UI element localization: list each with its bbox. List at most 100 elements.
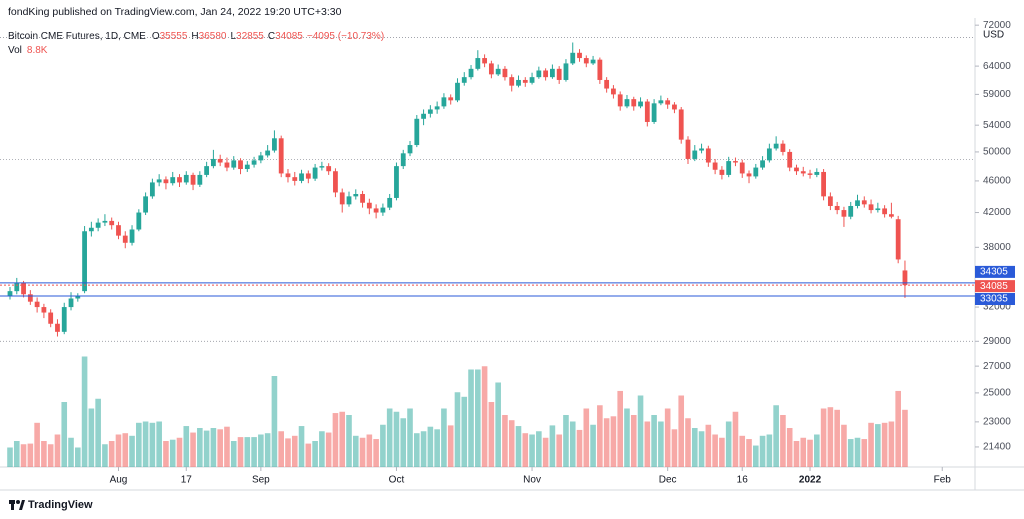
y-tick-label: 59000 bbox=[983, 89, 1011, 100]
candle-body bbox=[177, 177, 182, 183]
volume-bar bbox=[20, 444, 27, 467]
volume-bar bbox=[827, 407, 834, 467]
volume-bar bbox=[13, 441, 20, 467]
volume-bar bbox=[691, 428, 698, 467]
candle-body bbox=[861, 200, 867, 205]
y-tick-label: 42000 bbox=[983, 207, 1011, 218]
candle-body bbox=[868, 204, 874, 211]
y-tick-label: 54000 bbox=[983, 120, 1011, 131]
candle-body bbox=[116, 225, 121, 236]
candle-body bbox=[312, 167, 318, 179]
volume-bar bbox=[868, 422, 874, 467]
candle-body bbox=[516, 79, 521, 86]
volume-bar bbox=[508, 420, 515, 467]
candle-body bbox=[353, 194, 359, 197]
candle-body bbox=[380, 207, 386, 213]
volume-bar bbox=[603, 418, 610, 467]
candle-body bbox=[543, 70, 549, 78]
candle-body bbox=[550, 68, 555, 78]
legend-low: 32855 bbox=[236, 31, 264, 42]
y-tick-label: 25000 bbox=[983, 388, 1011, 399]
volume-title: Vol bbox=[8, 45, 22, 56]
candle-body bbox=[407, 145, 413, 154]
candle-body bbox=[848, 205, 854, 217]
volume-bar bbox=[895, 390, 901, 467]
y-tick-label: 64000 bbox=[983, 61, 1011, 72]
volume-bar bbox=[420, 431, 427, 467]
volume-bar bbox=[536, 431, 542, 467]
candle-body bbox=[183, 174, 189, 183]
candle-body bbox=[502, 68, 508, 78]
volume-bar bbox=[217, 429, 223, 467]
candle-body bbox=[244, 164, 250, 170]
candle-body bbox=[563, 63, 569, 80]
candle-body bbox=[719, 169, 725, 175]
x-tick-label: Aug bbox=[110, 475, 128, 486]
candle-body bbox=[400, 153, 406, 167]
candle-body bbox=[102, 220, 108, 223]
logo-part bbox=[16, 500, 20, 504]
volume-bar bbox=[414, 433, 420, 467]
candle-body bbox=[705, 148, 711, 163]
x-tick-label: 17 bbox=[181, 475, 193, 486]
candle-body bbox=[617, 94, 623, 107]
volume-bar bbox=[576, 429, 583, 467]
volume-bar bbox=[881, 422, 888, 467]
candle-body bbox=[570, 52, 576, 64]
legend-open: 35555 bbox=[160, 31, 188, 42]
volume-bar bbox=[129, 435, 135, 467]
candle-body bbox=[55, 323, 60, 332]
candle-body bbox=[251, 160, 257, 165]
candle-body bbox=[855, 200, 860, 206]
volume-bar bbox=[861, 439, 868, 467]
volume-bar bbox=[81, 356, 88, 467]
volume-bar bbox=[237, 437, 244, 467]
volume-bar bbox=[875, 424, 881, 467]
candle-body bbox=[421, 113, 426, 119]
volume-bar bbox=[705, 424, 712, 467]
volume-bar bbox=[156, 421, 162, 467]
volume-bar bbox=[468, 369, 474, 467]
candle-body bbox=[224, 162, 230, 168]
volume-bar bbox=[624, 408, 630, 467]
candle-body bbox=[441, 97, 447, 107]
volume-bar bbox=[163, 441, 169, 467]
volume-bar bbox=[332, 413, 339, 467]
candle-body bbox=[583, 58, 589, 64]
candle-body bbox=[285, 173, 291, 178]
volume-bar bbox=[522, 433, 529, 467]
price-axis: 72000 64000 59000 54000 50000 46000 42000 38000… bbox=[975, 20, 1011, 453]
volume-bar bbox=[447, 425, 454, 467]
candle-body bbox=[889, 214, 894, 217]
candle-body bbox=[882, 208, 888, 215]
candle-body bbox=[902, 270, 908, 286]
legend-change: −4095 (−10.73%) bbox=[307, 31, 384, 42]
volume-bar bbox=[725, 421, 732, 467]
volume-bar bbox=[75, 447, 81, 467]
candle-body bbox=[394, 166, 399, 198]
price-label: 34305 bbox=[980, 267, 1008, 278]
volume-bar bbox=[298, 426, 305, 467]
volume-bar bbox=[244, 437, 251, 467]
candle-body bbox=[41, 307, 47, 313]
volume-bar bbox=[149, 422, 156, 467]
candle-body bbox=[800, 171, 806, 174]
candle-body bbox=[68, 298, 74, 308]
candle-body bbox=[814, 171, 820, 175]
candle-body bbox=[305, 173, 311, 179]
volume-bar bbox=[902, 409, 908, 467]
volume-bar bbox=[278, 431, 284, 467]
volume-bar bbox=[230, 441, 237, 467]
volume-bar bbox=[556, 434, 562, 467]
volume-legend: Vol 8.8K bbox=[8, 45, 48, 56]
volume-bar bbox=[800, 437, 807, 467]
footer-brand: TradingView bbox=[28, 499, 93, 511]
candle-body bbox=[299, 173, 304, 181]
candle-body bbox=[834, 205, 840, 211]
candle-body bbox=[75, 296, 81, 299]
candle-body bbox=[339, 192, 345, 205]
volume-bar bbox=[61, 402, 68, 467]
candle-body bbox=[95, 222, 101, 228]
volume-bar bbox=[41, 441, 47, 467]
volume-bar bbox=[732, 411, 739, 467]
